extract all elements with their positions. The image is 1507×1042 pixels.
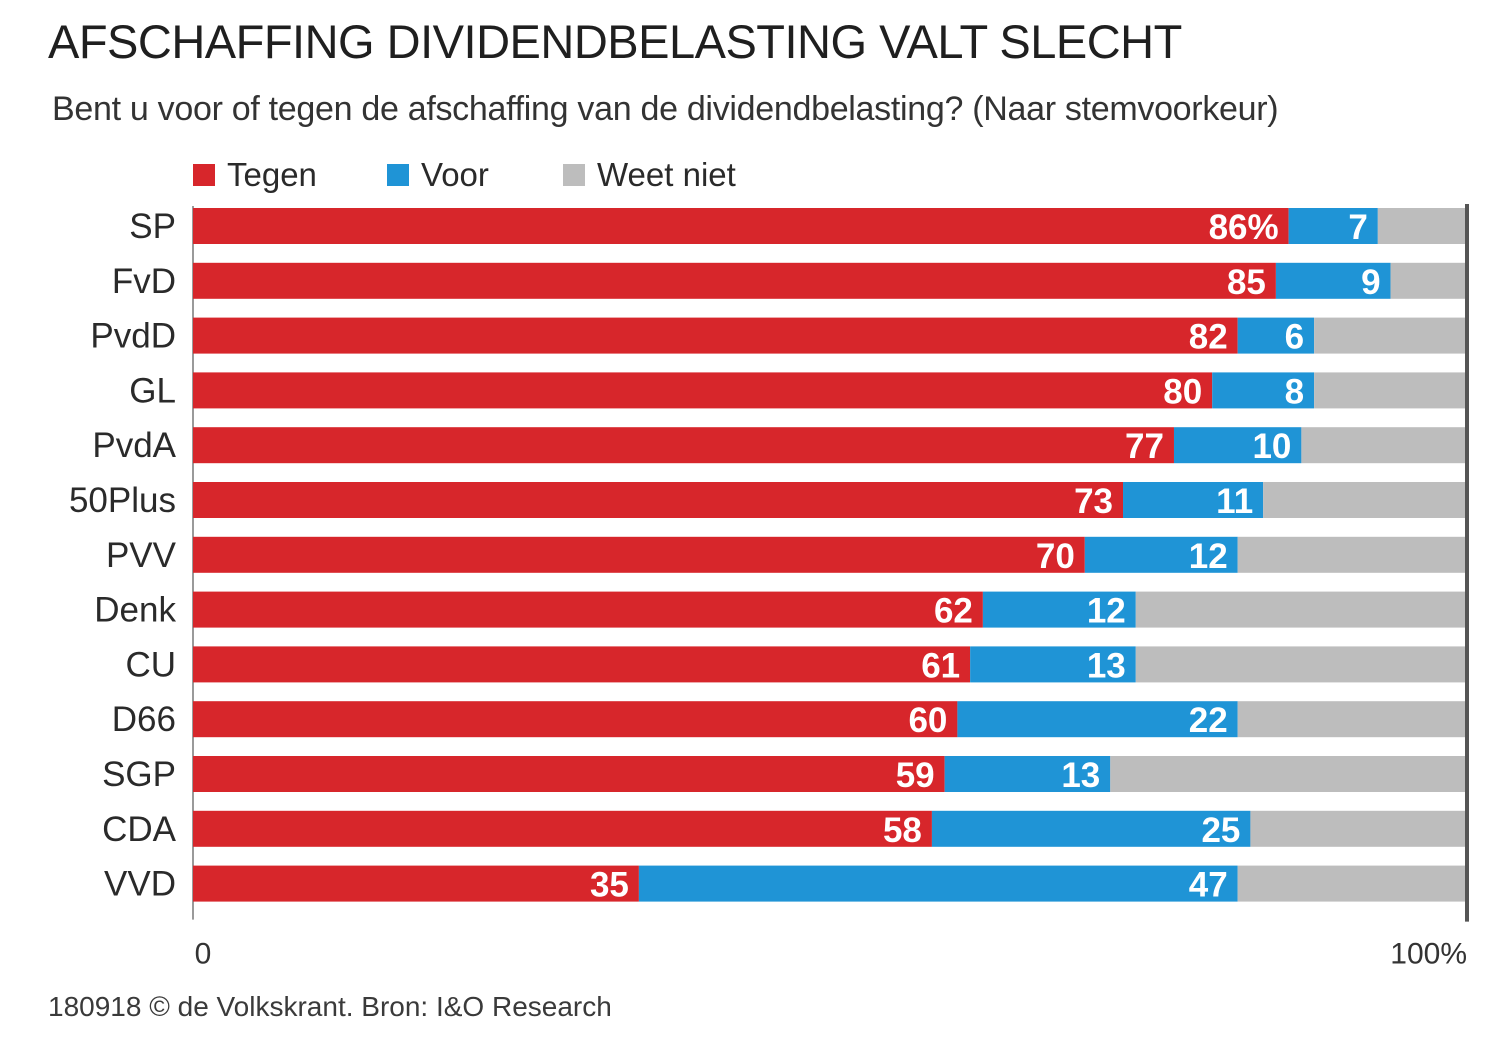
data-label-voor-50plus: 11 <box>1216 482 1253 521</box>
bar-voor-sp <box>1288 208 1378 244</box>
chart-title: AFSCHAFFING DIVIDENDBELASTING VALT SLECH… <box>48 15 1182 68</box>
data-label-tegen-pvda: 77 <box>1125 427 1164 466</box>
bar-tegen-pvv <box>193 536 1085 573</box>
category-label-cu: CU <box>125 645 176 684</box>
data-label-tegen-50plus: 73 <box>1074 482 1113 521</box>
legend-swatch-voor <box>387 164 409 186</box>
data-label-tegen-pvv: 70 <box>1036 537 1075 576</box>
bar-voor-cu <box>970 646 1136 683</box>
bar-tegen-pvdd <box>193 317 1238 354</box>
bar-voor-fvd <box>1275 262 1391 299</box>
category-label-pvv: PVV <box>106 536 177 575</box>
data-label-tegen-sp: 86% <box>1209 208 1279 247</box>
bar-weet-niet-sgp <box>1110 756 1467 792</box>
category-label-gl: GL <box>129 371 176 410</box>
category-label-vvd: VVD <box>104 865 176 904</box>
bar-weet-niet-pvv <box>1237 536 1467 573</box>
category-label-denk: Denk <box>94 591 176 630</box>
bar-weet-niet-fvd <box>1390 262 1467 299</box>
bar-voor-gl <box>1212 372 1315 409</box>
bar-tegen-d66 <box>193 701 958 738</box>
bar-weet-niet-cu <box>1135 646 1467 683</box>
bar-voor-pvv <box>1084 536 1238 573</box>
bar-weet-niet-d66 <box>1237 701 1467 738</box>
legend-label-voor: Voor <box>421 156 489 193</box>
legend-item-weet-niet: Weet niet <box>563 155 736 195</box>
data-label-voor-gl: 8 <box>1285 372 1304 411</box>
data-label-tegen-cda: 58 <box>883 811 922 850</box>
data-label-voor-pvda: 10 <box>1252 427 1291 466</box>
data-label-tegen-sgp: 59 <box>896 756 935 795</box>
data-label-voor-pvv: 12 <box>1189 537 1228 576</box>
data-label-tegen-pvdd: 82 <box>1189 318 1228 357</box>
bar-tegen-fvd <box>193 262 1276 299</box>
data-label-tegen-cu: 61 <box>921 646 960 685</box>
bar-voor-vvd <box>638 865 1238 902</box>
bar-weet-niet-vvd <box>1237 865 1467 902</box>
legend-item-voor: Voor <box>387 155 489 195</box>
bar-weet-niet-50plus <box>1263 482 1467 518</box>
bar-tegen-sgp <box>193 756 945 792</box>
category-label-fvd: FvD <box>112 262 176 301</box>
bar-weet-niet-denk <box>1135 591 1467 628</box>
bar-tegen-cda <box>193 810 932 847</box>
legend-swatch-tegen <box>193 164 215 186</box>
bar-tegen-cu <box>193 646 971 683</box>
legend-label-weet-niet: Weet niet <box>597 156 736 193</box>
bar-voor-pvdd <box>1237 317 1315 354</box>
bar-voor-50plus <box>1123 482 1264 518</box>
data-label-tegen-vvd: 35 <box>590 866 629 905</box>
chart-subtitle: Bent u voor of tegen de afschaffing van … <box>52 90 1279 128</box>
bar-tegen-pvda <box>193 427 1174 464</box>
bar-voor-cda <box>931 810 1251 847</box>
bar-tegen-vvd <box>193 865 639 902</box>
bar-weet-niet-pvda <box>1301 427 1467 464</box>
category-label-pvdd: PvdD <box>90 317 176 356</box>
bar-weet-niet-gl <box>1314 372 1467 409</box>
bar-tegen-sp <box>193 208 1289 244</box>
source-footer: 180918 © de Volkskrant. Bron: I&O Resear… <box>48 991 612 1022</box>
bar-voor-pvda <box>1173 427 1302 464</box>
bar-voor-d66 <box>957 701 1238 738</box>
data-label-voor-sgp: 13 <box>1061 756 1100 795</box>
data-label-voor-sp: 7 <box>1348 208 1367 247</box>
category-label-cda: CDA <box>102 810 177 849</box>
category-label-pvda: PvdA <box>92 426 176 465</box>
category-label-50plus: 50Plus <box>69 481 176 520</box>
legend-label-tegen: Tegen <box>227 156 317 193</box>
data-label-voor-cu: 13 <box>1087 646 1126 685</box>
bar-tegen-denk <box>193 591 983 628</box>
legend-item-tegen: Tegen <box>193 155 317 195</box>
category-label-d66: D66 <box>112 700 176 739</box>
data-label-voor-d66: 22 <box>1189 701 1228 740</box>
data-label-voor-denk: 12 <box>1087 592 1126 631</box>
data-label-voor-cda: 25 <box>1201 811 1240 850</box>
bar-voor-denk <box>982 591 1136 628</box>
x-tick-label-100: 100% <box>1390 938 1467 971</box>
bar-weet-niet-cda <box>1250 810 1467 847</box>
data-label-tegen-gl: 80 <box>1163 372 1202 411</box>
bar-tegen-gl <box>193 372 1213 409</box>
bar-voor-sgp <box>944 756 1111 792</box>
data-label-tegen-denk: 62 <box>934 592 973 631</box>
data-label-voor-vvd: 47 <box>1189 866 1228 905</box>
data-label-tegen-d66: 60 <box>908 701 947 740</box>
legend-swatch-weet-niet <box>563 164 585 186</box>
bar-weet-niet-pvdd <box>1314 317 1467 354</box>
data-label-voor-fvd: 9 <box>1361 263 1380 302</box>
bar-weet-niet-sp <box>1377 208 1467 244</box>
data-label-tegen-fvd: 85 <box>1227 263 1266 302</box>
x-tick-label-0: 0 <box>195 938 212 971</box>
bar-tegen-50plus <box>193 482 1124 518</box>
data-label-voor-pvdd: 6 <box>1285 318 1304 357</box>
category-label-sp: SP <box>129 207 176 246</box>
category-label-sgp: SGP <box>102 755 176 794</box>
